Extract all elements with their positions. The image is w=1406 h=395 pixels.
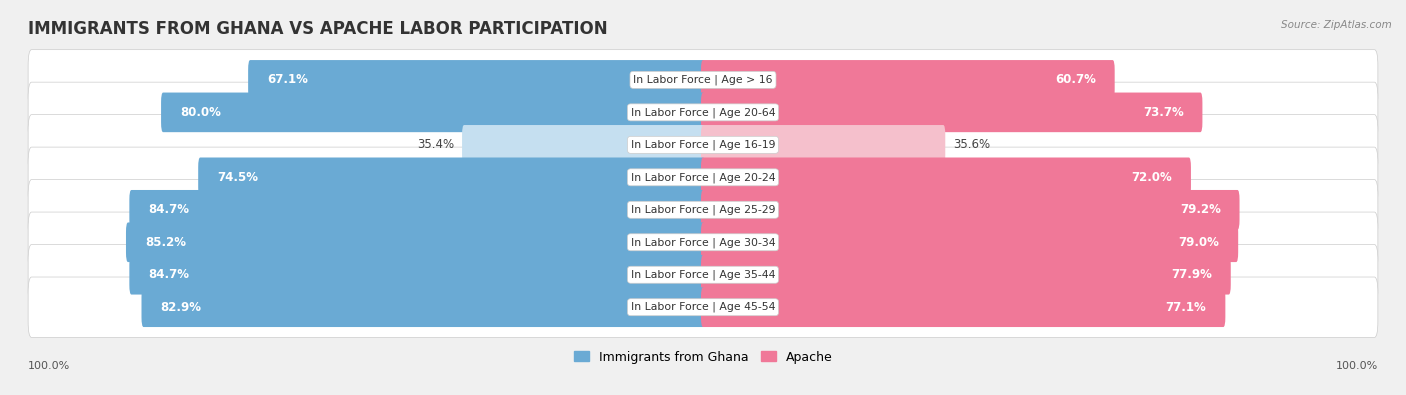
Text: In Labor Force | Age 20-24: In Labor Force | Age 20-24 [631, 172, 775, 182]
Text: 82.9%: 82.9% [160, 301, 201, 314]
Text: 84.7%: 84.7% [148, 268, 190, 281]
Text: 84.7%: 84.7% [148, 203, 190, 216]
Text: 85.2%: 85.2% [145, 236, 186, 249]
FancyBboxPatch shape [28, 277, 1378, 337]
Text: In Labor Force | Age 30-34: In Labor Force | Age 30-34 [631, 237, 775, 248]
Text: 60.7%: 60.7% [1054, 73, 1095, 87]
FancyBboxPatch shape [198, 158, 704, 197]
FancyBboxPatch shape [162, 92, 704, 132]
FancyBboxPatch shape [702, 222, 1239, 262]
FancyBboxPatch shape [28, 50, 1378, 110]
Text: 35.4%: 35.4% [416, 138, 454, 151]
FancyBboxPatch shape [28, 82, 1378, 143]
Text: 100.0%: 100.0% [28, 361, 70, 371]
FancyBboxPatch shape [702, 125, 945, 165]
Text: 79.0%: 79.0% [1178, 236, 1219, 249]
Text: 77.1%: 77.1% [1166, 301, 1206, 314]
Text: 72.0%: 72.0% [1132, 171, 1173, 184]
FancyBboxPatch shape [28, 115, 1378, 175]
Text: 79.2%: 79.2% [1180, 203, 1220, 216]
Text: 100.0%: 100.0% [1336, 361, 1378, 371]
Text: In Labor Force | Age 16-19: In Labor Force | Age 16-19 [631, 139, 775, 150]
FancyBboxPatch shape [702, 158, 1191, 197]
Text: 77.9%: 77.9% [1171, 268, 1212, 281]
FancyBboxPatch shape [702, 92, 1202, 132]
Text: In Labor Force | Age 35-44: In Labor Force | Age 35-44 [631, 269, 775, 280]
Text: In Labor Force | Age 25-29: In Labor Force | Age 25-29 [631, 205, 775, 215]
FancyBboxPatch shape [247, 60, 704, 100]
FancyBboxPatch shape [702, 255, 1230, 295]
Text: 80.0%: 80.0% [180, 106, 221, 119]
FancyBboxPatch shape [28, 212, 1378, 273]
Text: In Labor Force | Age 45-54: In Labor Force | Age 45-54 [631, 302, 775, 312]
Text: In Labor Force | Age 20-64: In Labor Force | Age 20-64 [631, 107, 775, 118]
Text: 74.5%: 74.5% [217, 171, 259, 184]
Text: IMMIGRANTS FROM GHANA VS APACHE LABOR PARTICIPATION: IMMIGRANTS FROM GHANA VS APACHE LABOR PA… [28, 20, 607, 38]
FancyBboxPatch shape [702, 190, 1240, 229]
Text: Source: ZipAtlas.com: Source: ZipAtlas.com [1281, 20, 1392, 30]
FancyBboxPatch shape [28, 245, 1378, 305]
Legend: Immigrants from Ghana, Apache: Immigrants from Ghana, Apache [568, 346, 838, 369]
FancyBboxPatch shape [702, 288, 1226, 327]
FancyBboxPatch shape [28, 147, 1378, 207]
FancyBboxPatch shape [702, 60, 1115, 100]
FancyBboxPatch shape [28, 180, 1378, 240]
Text: 35.6%: 35.6% [953, 138, 990, 151]
FancyBboxPatch shape [129, 190, 704, 229]
FancyBboxPatch shape [129, 255, 704, 295]
FancyBboxPatch shape [142, 288, 704, 327]
FancyBboxPatch shape [127, 222, 704, 262]
Text: 73.7%: 73.7% [1143, 106, 1184, 119]
Text: In Labor Force | Age > 16: In Labor Force | Age > 16 [633, 75, 773, 85]
FancyBboxPatch shape [463, 125, 704, 165]
Text: 67.1%: 67.1% [267, 73, 308, 87]
